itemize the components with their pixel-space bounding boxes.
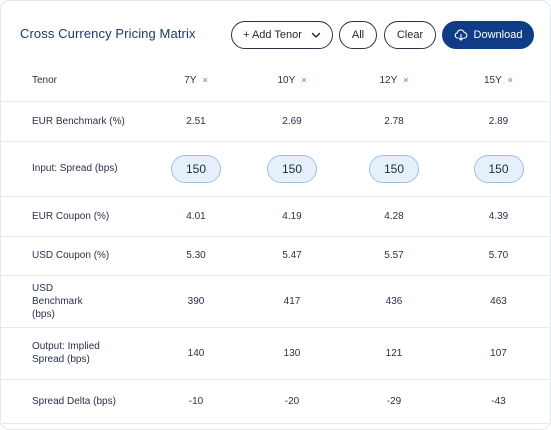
row-label: EUR Benchmark (%) [32, 115, 125, 127]
cell-value: 5.70 [488, 250, 509, 261]
table-header-row: Tenor 7Y × 10Y × 12Y × 15Y × [1, 61, 551, 101]
column-label: 7Y [184, 75, 197, 87]
delta-value: -20 [284, 395, 300, 407]
delta-value: -43 [491, 395, 506, 407]
close-icon[interactable]: × [202, 75, 208, 86]
cell-input: 150 [445, 141, 551, 196]
table-row: USD Coupon (%) 5.30 5.47 5.57 5.70 [1, 236, 551, 275]
chevron-down-icon [311, 32, 321, 38]
close-icon[interactable]: × [507, 75, 514, 86]
cell-value: 5.30 [186, 250, 206, 261]
column-label: 10Y [277, 75, 296, 87]
cell-value: 2.78 [384, 115, 404, 127]
column-header-12y: 12Y × [343, 61, 445, 101]
download-label: Download [473, 29, 523, 41]
cell-value: 2.69 [282, 115, 302, 127]
cloud-download-icon [454, 29, 467, 41]
cell-value: 2.89 [488, 115, 509, 127]
cell-value: 2.51 [186, 115, 206, 127]
column-label: 15Y [483, 75, 502, 87]
pricing-table: Tenor 7Y × 10Y × 12Y × 15Y × EUR Benchmark (… [1, 61, 551, 424]
row-label: USD Benchmark (bps) [32, 282, 83, 320]
all-label: All [351, 29, 365, 41]
column-header-7y: 7Y × [151, 61, 241, 101]
card-header: Cross Currency Pricing Matrix + Add Teno… [1, 1, 551, 65]
clear-button[interactable]: Clear [384, 21, 436, 49]
cell-value: 390 [187, 295, 205, 307]
cell-value: 4.28 [384, 210, 404, 222]
spread-input[interactable]: 150 [171, 154, 221, 183]
download-button[interactable]: Download [442, 21, 534, 49]
cell-value: 107 [490, 347, 507, 359]
table-row: EUR Coupon (%) 4.01 4.19 4.28 4.39 [1, 196, 551, 236]
table-row: USD Benchmark (bps) 390 417 436 463 [1, 275, 551, 327]
column-header-15y: 15Y × [445, 61, 551, 101]
cell-input: 150 [241, 141, 343, 196]
cell-value: 130 [283, 347, 301, 359]
cell-value: 436 [385, 295, 403, 307]
row-label: Spread Delta (bps) [32, 395, 116, 407]
clear-label: Clear [396, 29, 424, 41]
table-row: Output: Implied Spread (bps) 140 130 121… [1, 327, 551, 379]
row-label: Input: Spread (bps) [32, 163, 118, 174]
close-icon[interactable]: × [403, 75, 409, 86]
row-label: Output: Implied Spread (bps) [32, 341, 100, 365]
cell-value: 140 [187, 347, 205, 359]
add-tenor-label: + Add Tenor [243, 29, 302, 41]
cell-value: 4.19 [282, 210, 302, 222]
table-row-input: Input: Spread (bps) 150 150 150 150 [1, 141, 551, 196]
card-title: Cross Currency Pricing Matrix [20, 26, 196, 41]
spread-input[interactable]: 150 [267, 154, 317, 183]
column-header-10y: 10Y × [241, 61, 343, 101]
cell-value: 4.39 [488, 210, 509, 222]
cell-input: 150 [151, 141, 241, 196]
delta-value: -29 [386, 395, 402, 407]
cell-value: 121 [385, 347, 403, 359]
close-icon[interactable]: × [301, 75, 307, 86]
delta-value: -10 [188, 395, 204, 407]
cell-value: 5.47 [282, 250, 302, 261]
column-label: 12Y [379, 75, 398, 87]
all-button[interactable]: All [339, 21, 377, 49]
cell-value: 5.57 [384, 250, 404, 261]
table-row: EUR Benchmark (%) 2.51 2.69 2.78 2.89 [1, 101, 551, 141]
cell-input: 150 [343, 141, 445, 196]
table-row-delta: Spread Delta (bps) -10 -20 -29 -43 [1, 379, 551, 423]
row-label: USD Coupon (%) [32, 250, 110, 261]
add-tenor-button[interactable]: + Add Tenor [231, 21, 333, 49]
spread-input[interactable]: 150 [369, 154, 419, 183]
tenor-header: Tenor [32, 75, 58, 87]
cell-value: 417 [283, 295, 301, 307]
cell-value: 4.01 [186, 210, 206, 222]
row-label: EUR Coupon (%) [32, 210, 110, 222]
cell-value: 463 [490, 295, 507, 307]
spread-input[interactable]: 150 [473, 154, 524, 183]
